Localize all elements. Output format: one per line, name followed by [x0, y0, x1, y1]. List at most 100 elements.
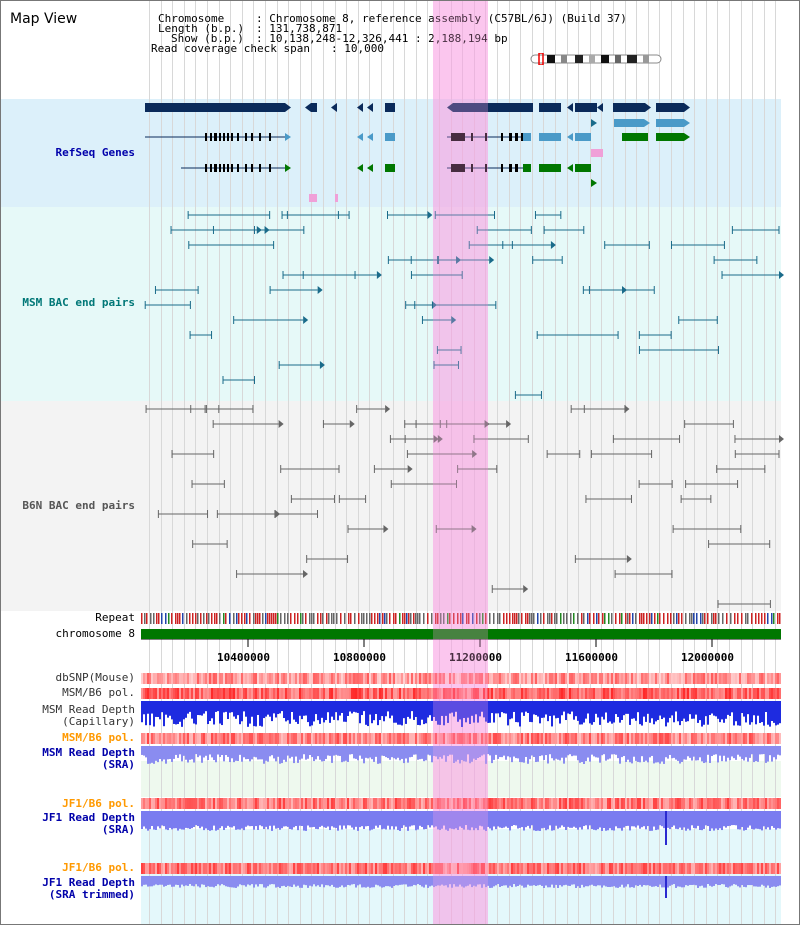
heat-cell [173, 798, 175, 809]
heat-cell [175, 673, 177, 684]
depth-bar [519, 701, 521, 727]
chromosome-ideogram[interactable] [529, 53, 663, 65]
depth-bar [677, 811, 679, 830]
heat-cell [431, 733, 433, 744]
depth-bar [445, 876, 447, 886]
depth-bar [187, 746, 189, 763]
heat-cell [423, 688, 425, 699]
depth-bar [587, 811, 589, 830]
depth-bar [245, 876, 247, 887]
depth-bar [219, 876, 221, 886]
heat-cell [601, 673, 603, 684]
depth-bar [339, 811, 341, 826]
heat-cell [187, 863, 189, 874]
repeat-mark [431, 613, 433, 624]
heat-cell [675, 688, 677, 699]
heat-cell [599, 733, 601, 744]
depth-bar [177, 811, 179, 831]
heat-cell [439, 798, 441, 809]
highlight-region[interactable] [433, 1, 488, 924]
heat-cell [447, 798, 449, 809]
dbsnp-heat-track[interactable] [141, 673, 781, 684]
msm-depth-capillary-track[interactable] [141, 701, 781, 729]
heat-cell [225, 673, 227, 684]
depth-bar [273, 746, 275, 759]
msm-bac-pairs-track[interactable] [1, 207, 791, 401]
heat-cell [473, 733, 475, 744]
heat-cell [735, 733, 737, 744]
depth-bar [295, 876, 297, 887]
b6n-bac-pairs-track[interactable] [1, 401, 791, 611]
heat-cell [217, 673, 219, 684]
heat-cell [641, 673, 643, 684]
heat-cell [629, 798, 631, 809]
heat-cell [431, 798, 433, 809]
heat-cell [309, 673, 311, 684]
heat-cell [639, 673, 641, 684]
heat-cell [301, 863, 303, 874]
heat-cell [329, 673, 331, 684]
depth-bar [601, 811, 603, 831]
heat-cell [327, 688, 329, 699]
heat-cell [661, 798, 663, 809]
heat-cell [619, 733, 621, 744]
heat-cell [327, 733, 329, 744]
depth-bar [153, 811, 155, 830]
heat-cell [455, 688, 457, 699]
heat-cell [551, 863, 553, 874]
depth-bar [325, 811, 327, 828]
heat-cell [313, 798, 315, 809]
depth-bar [515, 811, 517, 826]
depth-bar [431, 701, 433, 721]
heat-cell [691, 733, 693, 744]
heat-cell [723, 673, 725, 684]
show-value: : 10,138,248-12,326,441 : 2,188,194 bp [256, 32, 508, 45]
depth-bar [479, 701, 481, 717]
depth-bar [351, 811, 353, 828]
heat-cell [233, 798, 235, 809]
heat-cell [633, 688, 635, 699]
repeat-mark [238, 613, 240, 624]
heat-cell [345, 688, 347, 699]
heat-cell [739, 863, 741, 874]
heat-cell [529, 863, 531, 874]
heat-cell [459, 733, 461, 744]
depth-bar [375, 701, 377, 715]
heat-cell [673, 673, 675, 684]
heat-cell [155, 733, 157, 744]
depth-bar [369, 746, 371, 758]
grid-line [532, 1, 533, 924]
depth-bar [587, 701, 589, 714]
repeat-mark [233, 613, 235, 624]
msm-depth-sra-track[interactable] [141, 746, 781, 766]
heat-cell [535, 733, 537, 744]
heat-cell [487, 688, 489, 699]
depth-bar [355, 701, 357, 713]
heat-cell [295, 688, 297, 699]
heat-cell [413, 673, 415, 684]
heat-cell [391, 673, 393, 684]
msm-b6-pol-heat-track-2[interactable] [141, 733, 781, 744]
depth-bar [203, 701, 205, 714]
repeat-track[interactable] [141, 613, 781, 624]
depth-bar [207, 746, 209, 761]
jf1-depth-sra-track[interactable] [141, 811, 781, 847]
depth-bar [253, 876, 255, 888]
depth-bar [765, 811, 767, 830]
depth-bar [425, 746, 427, 761]
jf1-depth-trim-track[interactable] [141, 876, 781, 900]
depth-bar [483, 876, 485, 885]
depth-bar [703, 746, 705, 764]
jf1-b6-pol-heat-track[interactable] [141, 798, 781, 809]
jf1-b6-pol-heat-track-2[interactable] [141, 863, 781, 874]
repeat-mark [200, 613, 202, 624]
depth-bar [151, 876, 153, 887]
depth-bar [493, 746, 495, 760]
refseq-gene-track[interactable] [1, 99, 781, 209]
chromosome-bar[interactable] [141, 629, 781, 639]
heat-cell [267, 673, 269, 684]
heat-cell [553, 688, 555, 699]
msm-b6-pol-heat-track[interactable] [141, 688, 781, 699]
depth-bar [391, 876, 393, 888]
depth-bar [377, 701, 379, 726]
